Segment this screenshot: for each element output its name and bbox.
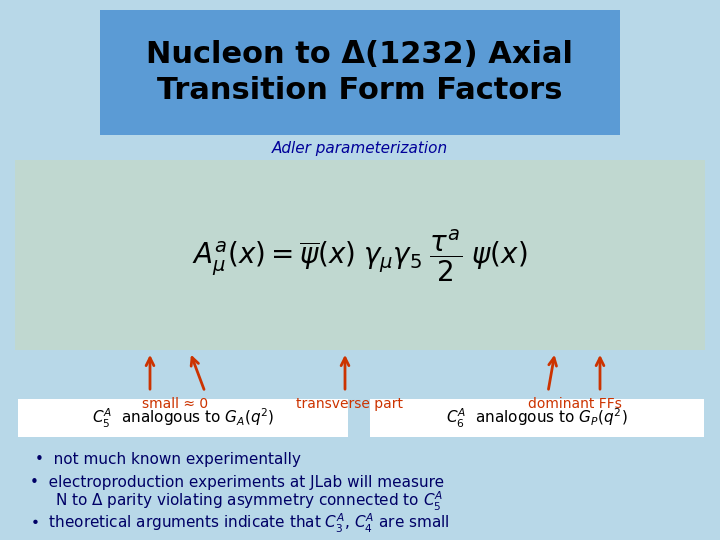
Text: $C_{6}^{A}$  analogous to $G_{P}(q^{2})$: $C_{6}^{A}$ analogous to $G_{P}(q^{2})$ — [446, 407, 628, 430]
Text: N to Δ parity violating asymmetry connected to $C_{5}^{A}$: N to Δ parity violating asymmetry connec… — [55, 490, 444, 513]
FancyBboxPatch shape — [15, 160, 705, 350]
Text: Nucleon to Δ(1232) Axial
Transition Form Factors: Nucleon to Δ(1232) Axial Transition Form… — [146, 40, 574, 105]
FancyBboxPatch shape — [370, 399, 704, 437]
Text: dominant FFs: dominant FFs — [528, 397, 622, 411]
Text: •  electroproduction experiments at JLab will measure: • electroproduction experiments at JLab … — [30, 475, 444, 490]
FancyBboxPatch shape — [100, 10, 620, 135]
FancyBboxPatch shape — [18, 399, 348, 437]
Text: transverse part: transverse part — [297, 397, 403, 411]
Text: $\mathit{A}^{\mathit{a}}_{\mathit{\mu}}(\mathit{x}) = \overline{\mathit{\psi}}(\: $\mathit{A}^{\mathit{a}}_{\mathit{\mu}}(… — [192, 228, 528, 284]
Text: •  theoretical arguments indicate that $C_{3}^{A}$, $C_{4}^{A}$ are small: • theoretical arguments indicate that $C… — [30, 512, 450, 535]
Text: $C_{5}^{A}$  analogous to $G_{A}(q^{2})$: $C_{5}^{A}$ analogous to $G_{A}(q^{2})$ — [91, 407, 274, 430]
Text: •  not much known experimentally: • not much known experimentally — [35, 452, 301, 467]
Text: Adler parameterization: Adler parameterization — [272, 140, 448, 156]
Text: small ≈ 0: small ≈ 0 — [142, 397, 208, 411]
